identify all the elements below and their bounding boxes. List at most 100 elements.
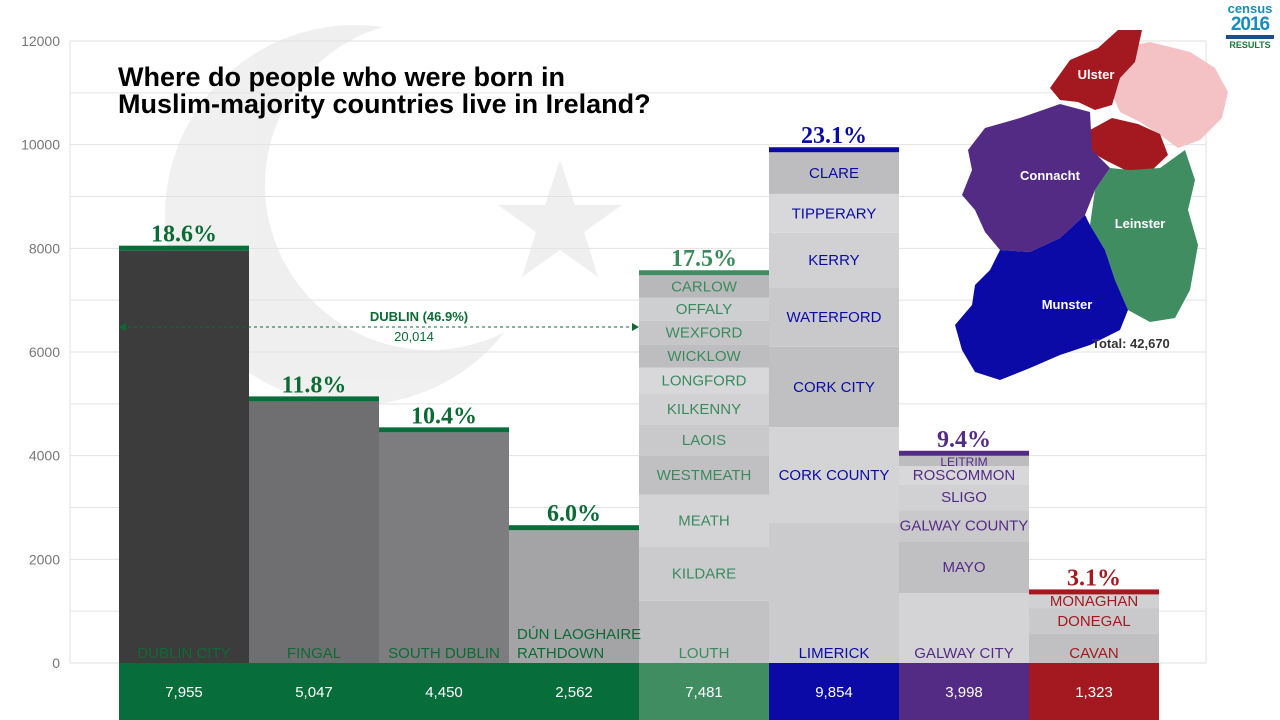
segment-label: CLARE	[809, 165, 859, 182]
value-cell	[509, 663, 639, 720]
ireland-map: Ulster Connacht Leinster Munster Total: …	[955, 30, 1228, 380]
bar-percent-label: 11.8%	[282, 372, 347, 398]
census-2016-logo: census 2016 RESULTS	[1222, 2, 1278, 50]
crescent-star-watermark-icon	[165, 20, 622, 405]
value-cell-label: 7,481	[685, 684, 723, 701]
map-label-leinster: Leinster	[1115, 216, 1166, 231]
segment-label: GALWAY COUNTY	[900, 518, 1029, 535]
bar-segment	[639, 367, 769, 394]
map-label-ulster: Ulster	[1078, 67, 1115, 82]
bar-percent-label: 10.4%	[411, 403, 477, 429]
bar	[509, 530, 639, 663]
bars	[119, 147, 1159, 663]
arrow-left-icon	[119, 323, 126, 331]
segment-label: TIPPERARY	[792, 205, 877, 222]
map-label-munster: Munster	[1042, 297, 1093, 312]
bar-segment	[899, 510, 1029, 542]
segment-label: KERRY	[808, 252, 859, 269]
bar-cap	[639, 270, 769, 276]
bar-segment	[899, 484, 1029, 511]
value-cell	[769, 663, 899, 720]
map-region-leinster	[1090, 150, 1198, 322]
bar-cap	[119, 245, 249, 251]
segment-label: WESTMEATH	[657, 467, 752, 484]
segment-label: MEATH	[678, 512, 729, 529]
bar-segment	[639, 600, 769, 663]
chart-title: Where do people who were born in Muslim-…	[118, 64, 651, 118]
bar-segment	[1029, 608, 1159, 634]
bar-percent-label: 9.4%	[937, 427, 991, 453]
y-tick-label: 12000	[21, 33, 60, 49]
bar-segment	[639, 494, 769, 547]
segment-label: LEITRIM	[940, 455, 987, 469]
bar-category-label: SOUTH DUBLIN	[388, 645, 500, 662]
segment-label: LIMERICK	[799, 645, 870, 662]
segment-label: SLIGO	[941, 489, 987, 506]
map-region-connacht	[962, 104, 1110, 252]
bar-category-label: FINGAL	[287, 645, 341, 662]
map-total-label: Total: 42,670	[1092, 336, 1170, 351]
logo-year-text: 2016	[1230, 14, 1270, 35]
bar-segment	[769, 427, 899, 524]
y-tick-label: 2000	[29, 551, 60, 567]
segment-label: KILDARE	[672, 566, 736, 583]
bar-segment	[899, 466, 1029, 485]
logo-divider	[1226, 35, 1274, 39]
segment-label: LONGFORD	[661, 373, 746, 390]
bar-cap	[249, 396, 379, 402]
bar-segment	[899, 541, 1029, 594]
bar-percent-label: 17.5%	[671, 246, 737, 272]
arrow-right-icon	[632, 323, 639, 331]
map-region-ulster	[1050, 30, 1168, 172]
bar-category-label: DUBLIN CITY	[137, 645, 230, 662]
map-region-ulster-ni	[1110, 42, 1228, 148]
value-cell	[379, 663, 509, 720]
bar-segment	[639, 297, 769, 321]
bar-cap	[509, 525, 639, 531]
bar-cap	[1029, 589, 1159, 595]
value-cell-label: 3,998	[945, 684, 983, 701]
value-footer: 7,955 5,047 4,450 2,562 7,481 9,854 3,998 1,323	[119, 663, 1159, 720]
bar-segment	[639, 393, 769, 425]
segment-label: ROSCOMMON	[913, 467, 1016, 484]
bar-percent-label: 23.1%	[801, 123, 867, 149]
y-tick-label: 6000	[29, 344, 60, 360]
bar-segment	[639, 546, 769, 601]
value-cell-label: 2,562	[555, 684, 593, 701]
segment-label: WATERFORD	[787, 309, 882, 326]
value-cell-label: 4,450	[425, 684, 463, 701]
dublin-total-value: 20,014	[394, 329, 434, 344]
value-cell	[639, 663, 769, 720]
y-tick-label: 4000	[29, 448, 60, 464]
segment-label: CORK COUNTY	[779, 467, 890, 484]
dublin-annotation: DUBLIN (46.9%) 20,014	[119, 309, 639, 344]
bar	[249, 401, 379, 663]
bar-segment	[769, 287, 899, 347]
value-cell-label: 7,955	[165, 684, 203, 701]
y-axis: 0 2000 4000 6000 8000 10000 12000	[21, 33, 60, 671]
segment-label: LAOIS	[682, 432, 726, 449]
value-cell	[249, 663, 379, 720]
segment-label: WEXFORD	[666, 325, 743, 342]
bar-segment	[769, 152, 899, 194]
bar-segment	[639, 455, 769, 495]
segment-label: DONEGAL	[1057, 613, 1130, 630]
segment-label: GALWAY CITY	[914, 645, 1013, 662]
bar-segment	[899, 593, 1029, 663]
bar-segment	[639, 275, 769, 298]
segment-label: LOUTH	[679, 645, 730, 662]
value-cell-label: 5,047	[295, 684, 333, 701]
y-tick-label: 8000	[29, 240, 60, 256]
bar-percent-label: 3.1%	[1067, 565, 1121, 591]
value-cell-label: 1,323	[1075, 684, 1113, 701]
bar-segment	[639, 344, 769, 368]
bar-cap	[379, 427, 509, 433]
bar-segment	[1029, 594, 1159, 609]
map-label-connacht: Connacht	[1020, 168, 1081, 183]
bar-cap	[899, 450, 1029, 456]
logo-results-text: RESULTS	[1229, 40, 1271, 50]
map-region-munster	[955, 215, 1128, 380]
value-cell	[899, 663, 1029, 720]
